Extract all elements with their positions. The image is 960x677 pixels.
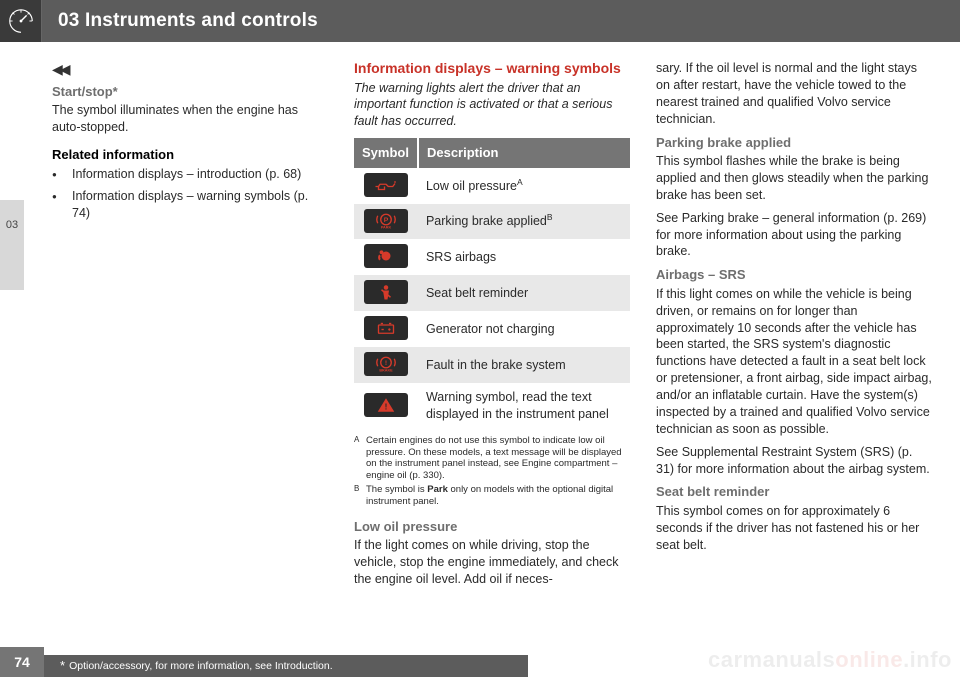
- table-head-symbol: Symbol: [354, 138, 418, 168]
- related-item: Information displays – introduction (p. …: [72, 166, 301, 184]
- page-header: 03 Instruments and controls: [0, 0, 960, 42]
- airbag-icon: [364, 244, 408, 268]
- column-3: sary. If the oil level is normal and the…: [656, 60, 932, 631]
- table-cell-description: Fault in the brake system: [418, 347, 630, 383]
- page-title: 03 Instruments and controls: [58, 8, 318, 34]
- column-1: ◀◀ Start/stop* The symbol illuminates wh…: [52, 60, 328, 631]
- svg-text:PARK: PARK: [381, 225, 392, 229]
- related-info-heading: Related information: [52, 146, 328, 164]
- start-stop-body: The symbol illuminates when the engine h…: [52, 102, 328, 136]
- warning-symbols-heading: Information displays – warning symbols: [354, 60, 630, 78]
- asterisk-icon: *: [60, 657, 65, 675]
- column-2: Information displays – warning symbols T…: [354, 60, 630, 631]
- table-cell-description: Low oil pressureA: [418, 168, 630, 204]
- continued-from-icon: ◀◀: [52, 60, 328, 79]
- footnote-b: The symbol is Park only on models with t…: [366, 484, 630, 508]
- brake-icon: ! BRAKE: [364, 352, 408, 376]
- content-area: ◀◀ Start/stop* The symbol illuminates wh…: [52, 60, 932, 631]
- srs-heading: Airbags – SRS: [656, 266, 932, 284]
- parking-brake-heading: Parking brake applied: [656, 134, 932, 152]
- continued-body: sary. If the oil level is normal and the…: [656, 60, 932, 128]
- table-row: ! BRAKE Fault in the brake system: [354, 347, 630, 383]
- chapter-tab: 03: [0, 200, 24, 290]
- table-row: ! Warning symbol, read the text displayed…: [354, 383, 630, 429]
- seatbelt-heading: Seat belt reminder: [656, 483, 932, 501]
- parking-brake-body-2: See Parking brake – general information …: [656, 210, 932, 261]
- footer-note-bar: * Option/accessory, for more information…: [0, 655, 528, 677]
- svg-text:!: !: [385, 402, 388, 411]
- svg-text:P: P: [384, 216, 389, 223]
- srs-body-2: See Supplemental Restraint System (SRS) …: [656, 444, 932, 478]
- start-stop-heading: Start/stop*: [52, 83, 328, 101]
- table-cell-description: Parking brake appliedB: [418, 204, 630, 240]
- table-cell-description: Warning symbol, read the text displayed …: [418, 383, 630, 429]
- svg-text:!: !: [385, 360, 387, 367]
- table-row: Low oil pressureA: [354, 168, 630, 204]
- table-cell-description: Seat belt reminder: [418, 275, 630, 311]
- table-row: P PARK Parking brake appliedB: [354, 204, 630, 240]
- warning-symbols-table: Symbol Description Low oil pressureA P PAR…: [354, 138, 630, 429]
- gauge-icon: [0, 0, 42, 42]
- table-row: Generator not charging: [354, 311, 630, 347]
- table-row: Seat belt reminder: [354, 275, 630, 311]
- page-number: 74: [0, 647, 44, 677]
- oil-icon: [364, 173, 408, 197]
- footer-note: Option/accessory, for more information, …: [69, 659, 333, 673]
- low-oil-heading: Low oil pressure: [354, 518, 630, 536]
- footnote-a: Certain engines do not use this symbol t…: [366, 435, 630, 483]
- parking-brake-body-1: This symbol flashes while the brake is b…: [656, 153, 932, 204]
- table-cell-description: SRS airbags: [418, 239, 630, 275]
- watermark: carmanualsonline.info: [708, 645, 952, 675]
- warn-icon: !: [364, 393, 408, 417]
- related-item: Information displays – warning symbols (…: [72, 188, 328, 222]
- table-footnotes: ACertain engines do not use this symbol …: [354, 435, 630, 508]
- belt-icon: [364, 280, 408, 304]
- table-row: SRS airbags: [354, 239, 630, 275]
- low-oil-body: If the light comes on while driving, sto…: [354, 537, 630, 588]
- page-footer: * Option/accessory, for more information…: [0, 643, 960, 677]
- related-info-list: Information displays – introduction (p. …: [52, 166, 328, 222]
- table-head-description: Description: [418, 138, 630, 168]
- svg-text:BRAKE: BRAKE: [379, 369, 393, 373]
- table-cell-description: Generator not charging: [418, 311, 630, 347]
- seatbelt-body: This symbol comes on for approximately 6…: [656, 503, 932, 554]
- srs-body-1: If this light comes on while the vehicle…: [656, 286, 932, 438]
- warning-symbols-intro: The warning lights alert the driver that…: [354, 80, 630, 131]
- park-icon: P PARK: [364, 209, 408, 233]
- battery-icon: [364, 316, 408, 340]
